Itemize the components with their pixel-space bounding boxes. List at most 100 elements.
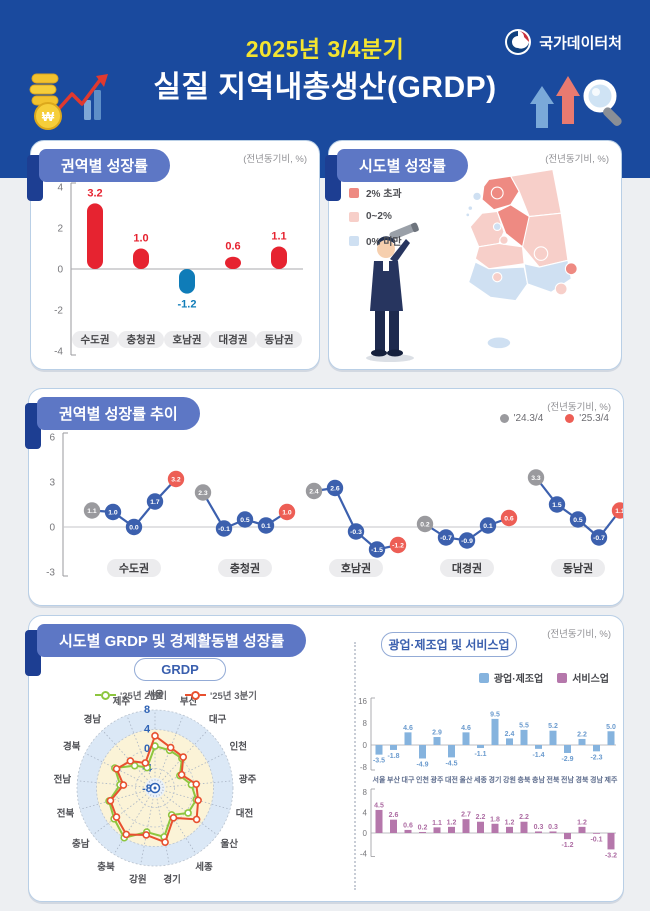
legend-label: 광업·제조업 xyxy=(493,674,544,685)
x-label-충남: 충남 xyxy=(532,775,545,784)
header-quarter-title: 2025년 3/4분기 xyxy=(245,36,405,62)
x-label-충북: 충북 xyxy=(518,775,531,784)
x-label-호남권: 호남권 xyxy=(173,333,202,346)
bar-서비스업-충북 xyxy=(520,821,528,833)
svg-text:-1.5: -1.5 xyxy=(371,547,383,554)
bar-광업·제조업-경남 xyxy=(593,745,600,752)
svg-text:5.5: 5.5 xyxy=(519,722,529,729)
svg-text:2.4: 2.4 xyxy=(309,488,319,495)
point-호남권-4 xyxy=(389,536,407,554)
svg-text:-4: -4 xyxy=(360,849,368,858)
bar-충청권 xyxy=(133,248,149,269)
svg-text:-0.3: -0.3 xyxy=(350,529,362,536)
radar-legend: '25년 2분기 '25년 3분기 xyxy=(95,688,257,702)
panel-sido-grdp-industry: 시도별 GRDP 및 경제활동별 성장률 (전년동기비, %) GRDP '25… xyxy=(25,615,624,902)
x-label-부산: 부산 xyxy=(387,775,400,784)
q2-marker-icon xyxy=(95,690,116,700)
svg-text:1.1: 1.1 xyxy=(87,508,97,515)
svg-text:0.0: 0.0 xyxy=(129,524,139,531)
svg-text:0.3: 0.3 xyxy=(534,824,544,831)
group-label-수도권: 수도권 xyxy=(119,562,149,575)
x-label-서울: 서울 xyxy=(373,775,386,784)
bar-서비스업-인천 xyxy=(419,831,426,833)
bar-서비스업-대전 xyxy=(448,826,455,833)
point-대경권-1 xyxy=(437,529,455,546)
bar-광업·제조업-서울 xyxy=(375,745,383,755)
x-label-충청권: 충청권 xyxy=(127,333,156,346)
svg-text:2.7: 2.7 xyxy=(461,812,471,819)
legend-item: 0~2% xyxy=(349,211,402,222)
industry-svg: 16 8 0 -8 -3.5-1.8 4.6 -4.9 2.9 -4.5 4.6 -1.1 9.5 2.… xyxy=(358,697,618,860)
industry-legend: 광업·제조업 서비스업 xyxy=(478,670,609,685)
q3-marker-icon xyxy=(184,690,206,700)
svg-text:1.5: 1.5 xyxy=(552,502,562,509)
svg-text:-4.5: -4.5 xyxy=(445,760,457,767)
svg-text:0: 0 xyxy=(363,741,368,750)
point-호남권-3 xyxy=(368,541,386,558)
legend-label: 0~2% xyxy=(366,211,392,222)
bar-광업·제조업-세종 xyxy=(477,745,484,749)
bar-광업·제조업-부산 xyxy=(390,745,397,750)
radar-axis-전남: 전남 xyxy=(54,773,72,785)
radar-axis-세종: 세종 xyxy=(195,861,213,873)
svg-text:16: 16 xyxy=(358,697,367,706)
svg-text:0.6: 0.6 xyxy=(403,822,413,829)
x-label-울산: 울산 xyxy=(460,775,473,784)
svg-text:1.1: 1.1 xyxy=(615,508,623,515)
point-충청권-1 xyxy=(215,520,233,537)
bar-서비스업-광주 xyxy=(433,827,441,833)
legend-swatch-mid xyxy=(349,211,359,222)
korea-choropleth-map xyxy=(437,161,613,363)
svg-text:4.5: 4.5 xyxy=(374,802,384,809)
panel-bottom-title: 시도별 GRDP 및 경제활동별 성장률 xyxy=(37,624,307,657)
svg-text:0.6: 0.6 xyxy=(225,241,240,253)
svg-text:-3: -3 xyxy=(46,568,55,579)
point-수도권-0 xyxy=(83,502,101,519)
point-호남권-1 xyxy=(326,479,344,497)
x-label-강원: 강원 xyxy=(503,775,516,784)
radar-axis-충북: 충북 xyxy=(97,861,115,873)
region-광주 xyxy=(492,271,503,283)
regional-bar-svg: 4 2 0 -2 -4 3.2 수도권 1.0 충청권 -1.2 호남권 0.6 대경권 1.1 동남권 xyxy=(54,182,303,358)
x-label-광주: 광주 xyxy=(431,775,444,784)
svg-text:-1.2: -1.2 xyxy=(178,299,197,311)
radar-axis-서울: 서울 xyxy=(146,689,164,701)
svg-text:₩: ₩ xyxy=(42,109,55,124)
bar-광업·제조업-전북 xyxy=(549,730,557,745)
x-label-세종: 세종 xyxy=(474,775,487,784)
legend-item: 0% 미만 xyxy=(349,233,402,248)
group-label-호남권: 호남권 xyxy=(341,561,371,575)
svg-text:-0.7: -0.7 xyxy=(440,535,452,542)
region-대전 xyxy=(499,235,509,245)
group-label-충청권: 충청권 xyxy=(230,561,260,575)
bar-서비스업-울산 xyxy=(462,819,470,833)
svg-text:2.2: 2.2 xyxy=(476,814,486,821)
legend-label: 2% 초과 xyxy=(366,189,402,200)
svg-text:5.0: 5.0 xyxy=(606,724,616,731)
panel-sido-map: 시도별 성장률 (전년동기비, %) 2% 초과 0~2% 0% 미만 xyxy=(325,140,622,370)
svg-text:-2: -2 xyxy=(54,306,63,317)
legend-swatch-low xyxy=(349,235,359,246)
svg-text:-0.7: -0.7 xyxy=(593,535,605,542)
point-동남권-2 xyxy=(569,511,587,528)
svg-text:5.2: 5.2 xyxy=(548,723,558,730)
svg-text:6: 6 xyxy=(49,433,55,444)
bar-광업·제조업-경북 xyxy=(578,738,586,745)
svg-text:1.7: 1.7 xyxy=(150,499,160,506)
svg-text:2: 2 xyxy=(57,224,63,235)
legend-swatch-high xyxy=(349,187,359,198)
svg-text:0.3: 0.3 xyxy=(548,824,558,831)
bar-광업·제조업-경기 xyxy=(491,718,499,745)
svg-text:-4.9: -4.9 xyxy=(416,761,428,768)
svg-text:0: 0 xyxy=(57,265,63,276)
unit-note: (전년동기비, %) xyxy=(547,402,611,413)
regional-bar-chart: 4 2 0 -2 -4 3.2 수도권 1.0 충청권 -1.2 호남권 0.6 대경권 1.1 동남권 xyxy=(31,141,319,369)
svg-text:0.6: 0.6 xyxy=(504,515,514,522)
legend-item: 서비스업 xyxy=(557,670,609,685)
bar-서비스업-세종 xyxy=(477,821,484,833)
svg-text:8: 8 xyxy=(363,788,368,797)
point-충청권-2 xyxy=(236,511,254,528)
legend-item: '25년 3분기 xyxy=(184,688,257,702)
svg-text:4: 4 xyxy=(363,808,368,817)
svg-text:2.9: 2.9 xyxy=(432,730,442,737)
